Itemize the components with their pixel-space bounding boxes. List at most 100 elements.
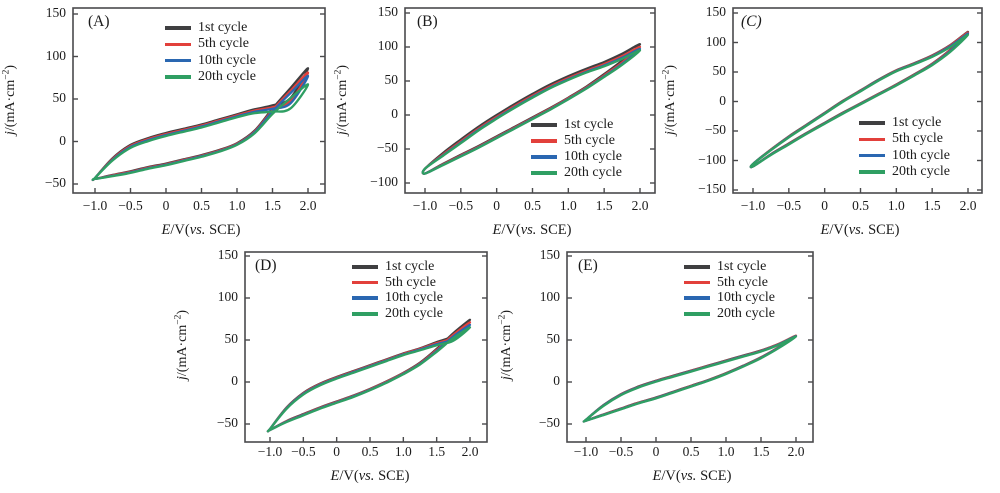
panel-C-xtick-label: 1.5	[923, 198, 941, 213]
panel-C-ytick-label: −150	[698, 181, 726, 196]
panel-D-y-axis-title-part: j	[175, 376, 190, 380]
panel-D-x-axis-title-part: /V(	[339, 468, 359, 484]
panel-E-xtick-label: 0.5	[682, 444, 700, 459]
panel-C-xtick-label: 2.0	[959, 198, 977, 213]
panel-C-ytick-label: −100	[698, 151, 726, 167]
panel-A-label: (A)	[88, 13, 110, 30]
panel-C-xtick-label: −1.0	[740, 198, 766, 213]
panel-E-legend: 1st cycle 5th cycle 10th cycle 20th cycle	[684, 259, 775, 322]
panel-A-ytick-label: 50	[52, 90, 67, 105]
panel-A-xtick-label: 0.5	[193, 198, 210, 213]
legend-line-swatch-icon	[859, 170, 885, 174]
legend-cycle-label: 20th cycle	[717, 305, 775, 321]
panel-C-ytick-label: 50	[712, 63, 727, 78]
legend-cycle-label: 10th cycle	[564, 149, 622, 164]
panel-C-curve-20th-cycle	[749, 33, 970, 169]
legend-cycle-label: 1st cycle	[717, 258, 767, 274]
panel-E-xtick-label: 1.5	[752, 444, 770, 459]
panel-E-x-axis-title: E/V(vs. SCE)	[653, 468, 732, 485]
panel-B-xtick-label: 0	[493, 198, 501, 213]
panel-B-ytick-label: −50	[376, 140, 398, 155]
legend-line-swatch-icon	[531, 139, 557, 143]
panel-A-y-axis-title-part: /(mA·cm	[3, 79, 18, 132]
panel-D-legend: 1st cycle 5th cycle 10th cycle 20th cycle	[352, 259, 443, 322]
legend-cycle-label: 1st cycle	[892, 115, 942, 131]
legend-cycle-label: 20th cycle	[892, 164, 950, 180]
legend-cycle-label: 5th cycle	[564, 133, 615, 148]
panel-A-xtick-label: 0	[162, 198, 170, 213]
panel-E-x-axis-title-part: E	[652, 468, 662, 484]
legend-line-swatch-icon	[352, 312, 378, 316]
panel-E-ytick-label: 150	[539, 247, 560, 262]
panel-B-xtick-label: 1.5	[595, 198, 613, 213]
panel-D-x-axis-title-part: E	[330, 468, 340, 484]
panel-E-xtick-label: −0.5	[608, 444, 634, 459]
panel-E-legend-row: 1st cycle	[684, 259, 775, 275]
legend-cycle-label: 20th cycle	[198, 69, 256, 85]
panel-B-legend-row: 5th cycle	[531, 133, 622, 149]
panel-E-y-axis-title-part: j	[499, 376, 514, 380]
legend-cycle-label: 1st cycle	[198, 20, 248, 36]
panel-B-legend: 1st cycle 5th cycle 10th cycle 20th cycle	[531, 117, 622, 181]
panel-B-ytick-label: 100	[377, 38, 398, 53]
panel-E-xtick-label: 1.0	[717, 444, 735, 459]
legend-cycle-label: 1st cycle	[385, 258, 435, 274]
panel-B-y-axis-title: j/(mA·cm−2)	[333, 65, 351, 135]
panel-E-xtick-label: −1.0	[573, 444, 599, 459]
panel-D-legend-row: 1st cycle	[352, 259, 443, 275]
panel-C-y-axis-title-part: −2	[661, 69, 672, 80]
legend-cycle-label: 5th cycle	[892, 131, 943, 147]
panel-C-legend-row: 1st cycle	[859, 115, 950, 131]
panel-E-x-axis-title-part: SCE)	[696, 468, 732, 484]
panel-D-xtick-label: −1.0	[257, 444, 283, 459]
panel-A-ytick-label: 100	[45, 47, 66, 63]
panel-D-xtick-label: 0.5	[361, 444, 379, 459]
panel-B-ytick-label: −100	[370, 174, 398, 189]
panel-D-legend-row: 20th cycle	[352, 306, 443, 322]
panel-D-label: (D)	[255, 257, 277, 274]
legend-line-swatch-icon	[531, 155, 557, 159]
panel-C-ytick-label: 100	[705, 33, 726, 49]
panel-A-legend-row: 5th cycle	[165, 36, 256, 52]
panel-D-x-axis-title-part: vs.	[358, 468, 375, 484]
legend-line-swatch-icon	[352, 280, 378, 285]
panel-A-xtick-label: 1.0	[228, 198, 246, 213]
panel-A-x-axis-title-part: SCE)	[205, 222, 241, 238]
panel-C-xtick-label: 1.0	[887, 198, 905, 213]
panel-C-xtick-label: 0.5	[852, 198, 869, 213]
panel-D-xtick-label: 0	[333, 444, 341, 459]
panel-E-curve-10th-cycle	[582, 335, 798, 423]
panel-C-legend-row: 10th cycle	[859, 148, 950, 164]
panel-B-legend-row: 20th cycle	[531, 165, 622, 181]
panel-A-xtick-label: −1.0	[82, 198, 108, 213]
panel-E-y-axis-title-part: /(mA·cm	[499, 324, 514, 377]
panel-C-y-axis-title-part: /(mA·cm	[663, 79, 678, 132]
panel-A-ytick-label: 0	[59, 132, 66, 148]
panel-D	[244, 251, 488, 443]
panel-A-x-axis-title: E/V(vs. SCE)	[162, 222, 241, 239]
panel-D-ytick-label: 100	[217, 289, 238, 304]
legend-line-swatch-icon	[859, 137, 885, 142]
legend-line-swatch-icon	[684, 265, 710, 269]
panel-B-ytick-label: 0	[391, 106, 398, 121]
panel-C-y-axis-title: j/(mA·cm−2)	[661, 65, 679, 135]
panel-A-xtick-label: 2.0	[299, 198, 317, 213]
panel-E-ytick-label: 50	[546, 331, 561, 346]
panel-E-label: (E)	[578, 257, 598, 274]
panel-A-frame	[72, 7, 326, 194]
panel-B-x-axis-title: E/V(vs. SCE)	[493, 222, 572, 239]
panel-C-legend: 1st cycle 5th cycle 10th cycle 20th cycle	[859, 115, 950, 180]
panel-A-y-axis-title-part: −2	[1, 69, 12, 80]
panel-B-curve-20th-cycle	[421, 49, 642, 175]
panel-D-ytick-label: 150	[217, 247, 238, 262]
panel-C-xtick-label: 0	[821, 198, 829, 213]
panel-C-x-axis-title: E/V(vs. SCE)	[821, 222, 900, 239]
panel-C-xtick-label: −0.5	[776, 198, 802, 213]
panel-B-ytick-label: 150	[377, 4, 398, 19]
legend-line-swatch-icon	[165, 75, 191, 79]
legend-cycle-label: 20th cycle	[385, 305, 443, 321]
panel-D-legend-row: 10th cycle	[352, 290, 443, 306]
panel-A-x-axis-title-part: vs.	[189, 222, 206, 238]
panel-E-ytick-label: 0	[553, 373, 560, 388]
